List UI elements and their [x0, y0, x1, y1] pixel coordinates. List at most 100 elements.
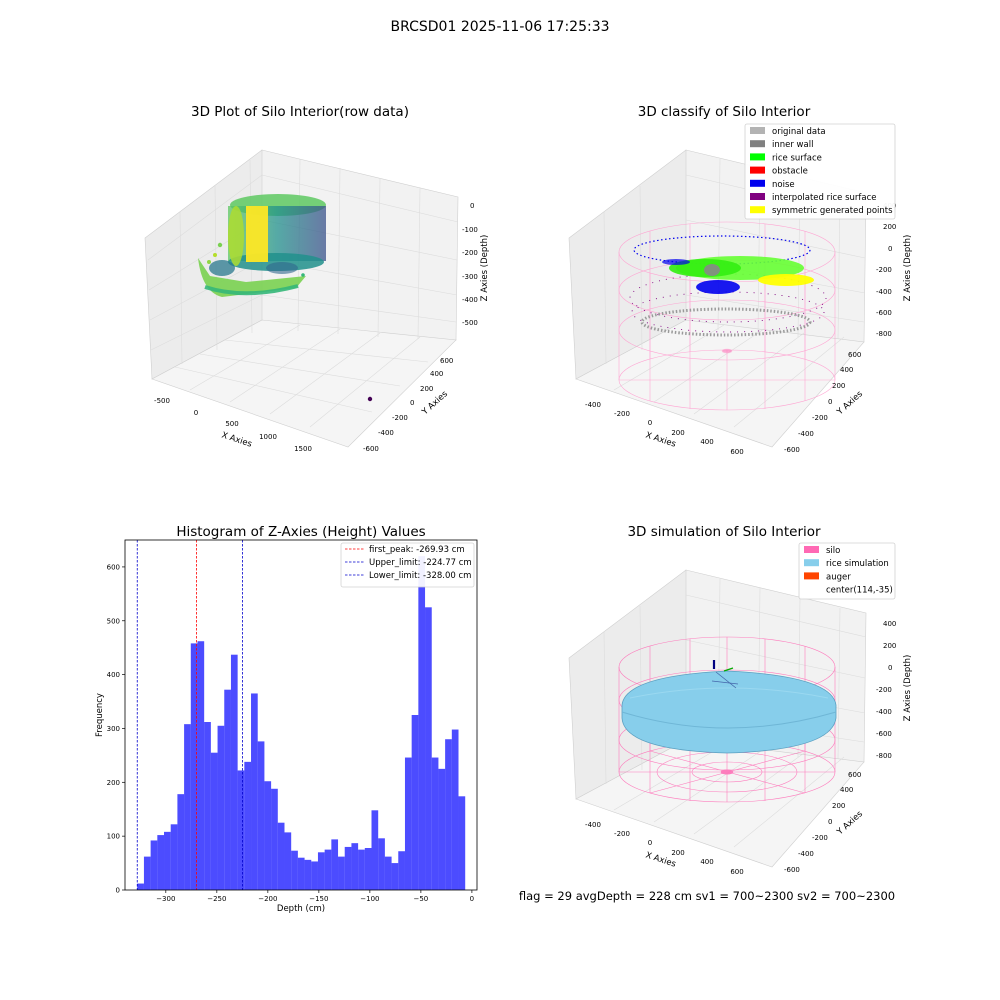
- svg-text:0: 0: [410, 399, 414, 407]
- histogram-bar: [317, 852, 325, 890]
- histogram-bar: [170, 824, 178, 890]
- svg-text:-600: -600: [784, 446, 800, 454]
- svg-text:0: 0: [648, 419, 652, 427]
- legend-label: silo: [826, 546, 840, 556]
- svg-text:1000: 1000: [259, 433, 277, 441]
- histogram-bar: [137, 883, 144, 890]
- svg-text:1500: 1500: [294, 445, 312, 453]
- histogram-bar: [184, 724, 191, 890]
- simulation-zlabel: Z Axies (Depth): [903, 655, 913, 722]
- svg-text:-500: -500: [154, 397, 170, 405]
- histogram-bar: [177, 794, 185, 890]
- histogram-bar: [411, 715, 419, 890]
- svg-text:-200: -200: [812, 414, 828, 422]
- histogram-bar: [438, 768, 446, 890]
- legend-swatch: [750, 166, 765, 174]
- svg-text:0: 0: [194, 409, 198, 417]
- svg-text:-400: -400: [798, 850, 814, 858]
- legend-label: noise: [772, 180, 795, 190]
- histogram-bar: [190, 643, 198, 890]
- histogram-ylabel: Frequency: [95, 693, 105, 737]
- legend-swatch: [804, 572, 819, 580]
- histogram-legend-label: first_peak: -269.93 cm: [369, 545, 465, 555]
- svg-text:0: 0: [828, 818, 832, 826]
- histogram-bar: [217, 725, 225, 890]
- histogram-bar: [445, 739, 452, 890]
- raw-zlabel: Z Axies (Depth): [480, 235, 490, 302]
- histogram-bar: [210, 752, 218, 890]
- histogram-bar: [230, 654, 238, 890]
- histogram-title: Histogram of Z-Axies (Height) Values: [176, 524, 425, 540]
- histogram-bar: [338, 856, 345, 890]
- histogram-x-tick-label: −200: [258, 895, 277, 903]
- histogram-bars: [137, 556, 466, 890]
- svg-text:-200: -200: [812, 834, 828, 842]
- legend-swatch: [750, 153, 765, 161]
- histogram-bar: [398, 851, 405, 890]
- svg-text:-200: -200: [614, 410, 630, 418]
- legend-label: interpolated rice surface: [772, 193, 877, 203]
- classify-legend: original data inner wall rice surface obsta…: [744, 123, 896, 220]
- svg-text:-800: -800: [876, 752, 892, 760]
- svg-text:200: 200: [883, 642, 896, 650]
- svg-text:200: 200: [671, 849, 684, 857]
- svg-text:-400: -400: [378, 429, 394, 437]
- histogram-y-ticks: 0 100 200 300 400 500 600: [107, 563, 125, 895]
- histogram-bar: [277, 822, 285, 890]
- svg-text:-100: -100: [462, 226, 478, 234]
- histogram-x-tick-label: −250: [207, 895, 226, 903]
- histogram-x-tick-label: −100: [360, 895, 379, 903]
- svg-text:600: 600: [848, 351, 861, 359]
- svg-text:0: 0: [648, 839, 652, 847]
- simulation-legend: silo rice simulation auger center(114,-35): [798, 542, 896, 600]
- histogram-bar: [451, 729, 459, 890]
- svg-text:-800: -800: [876, 330, 892, 338]
- histogram-x-ticks: −300 −250 −200 −150 −100 −50 0: [156, 890, 474, 903]
- svg-text:-200: -200: [614, 830, 630, 838]
- svg-text:-400: -400: [876, 288, 892, 296]
- legend-label: rice simulation: [826, 559, 889, 569]
- svg-text:-600: -600: [363, 445, 379, 453]
- histogram-y-tick-label: 500: [107, 617, 120, 625]
- histogram-bar: [331, 839, 339, 890]
- svg-text:-600: -600: [876, 730, 892, 738]
- legend-swatch: [804, 546, 819, 553]
- histogram-bar: [371, 810, 379, 890]
- histogram-bar: [458, 796, 466, 890]
- raw-point-cloud: [198, 194, 373, 402]
- histogram-xlabel: Depth (cm): [277, 904, 325, 914]
- histogram-reference-lines: [136, 540, 243, 890]
- legend-swatch: [750, 179, 765, 187]
- classify-3d-plot: 3D classify of Silo Interior: [568, 104, 913, 456]
- svg-text:200: 200: [832, 802, 845, 810]
- status-footer-text: flag = 29 avgDepth = 228 cm sv1 = 700~23…: [519, 889, 895, 903]
- raw-plot-title: 3D Plot of Silo Interior(row data): [191, 104, 409, 120]
- histogram-bar: [304, 859, 312, 890]
- legend-swatch: [750, 140, 765, 148]
- svg-text:400: 400: [700, 438, 713, 446]
- histogram-bar: [237, 770, 245, 890]
- raw-xlabel: X Axies: [220, 430, 253, 449]
- figure-suptitle: BRCSD01 2025-11-06 17:25:33: [390, 19, 609, 35]
- svg-text:500: 500: [225, 420, 238, 428]
- svg-text:-600: -600: [784, 866, 800, 874]
- histogram-bar: [404, 757, 412, 890]
- classify-plot-title: 3D classify of Silo Interior: [638, 104, 811, 120]
- svg-text:-400: -400: [585, 401, 601, 409]
- legend-label: obstacle: [772, 167, 808, 177]
- histogram-bar: [284, 832, 292, 890]
- histogram-legend-label: Upper_limit: -224.77 cm: [369, 558, 472, 568]
- svg-text:200: 200: [883, 223, 896, 231]
- histogram-legend: first_peak: -269.93 cm Upper_limit: -224.…: [340, 542, 475, 588]
- svg-text:400: 400: [840, 786, 853, 794]
- svg-text:600: 600: [730, 868, 743, 876]
- legend-swatch: [750, 127, 765, 134]
- simulation-plot-title: 3D simulation of Silo Interior: [627, 524, 821, 540]
- histogram-bar: [291, 850, 298, 890]
- histogram-bar: [164, 831, 171, 890]
- svg-text:600: 600: [848, 771, 861, 779]
- histogram-frame: [124, 539, 478, 891]
- svg-text:-200: -200: [876, 266, 892, 274]
- svg-text:-500: -500: [462, 319, 478, 327]
- histogram-bar: [425, 607, 432, 890]
